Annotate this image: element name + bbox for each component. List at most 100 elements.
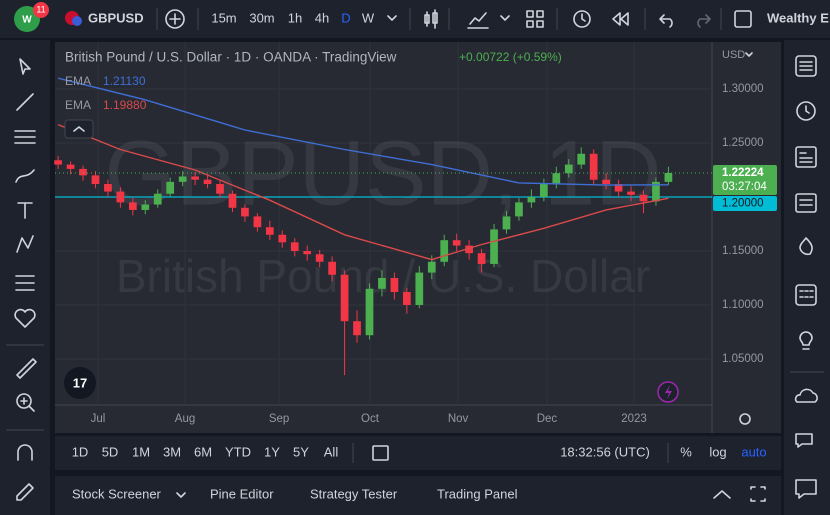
range-button[interactable]: YTD <box>225 444 251 459</box>
alert[interactable] <box>573 10 591 28</box>
chart-pane <box>55 42 781 433</box>
news-flash-bolt <box>665 385 672 399</box>
add-symbol-plus <box>169 13 181 25</box>
interval[interactable]: 30m <box>249 10 274 25</box>
fullscreen-box[interactable] <box>734 10 752 28</box>
interval[interactable]: 1h <box>288 10 302 25</box>
magnet-tool[interactable] <box>17 444 33 461</box>
favorites-tool[interactable] <box>14 308 36 328</box>
replay[interactable] <box>612 12 629 26</box>
ideas[interactable] <box>799 331 813 350</box>
candle-body <box>191 176 199 180</box>
last-price-box <box>713 164 777 195</box>
indicators[interactable] <box>467 12 489 29</box>
clock[interactable]: 18:32:56 (UTC) <box>560 444 650 459</box>
currency-menu[interactable] <box>745 52 753 57</box>
interval[interactable]: D <box>341 10 350 25</box>
currency[interactable]: USD <box>722 49 745 61</box>
y-tick-label: 1.15000 <box>722 245 764 257</box>
chart-title: British Pound / U.S. Dollar · 1D · OANDA… <box>65 50 397 65</box>
brush-tool[interactable] <box>15 169 35 183</box>
y-tick-label: 1.25000 <box>722 137 764 149</box>
interval[interactable]: 4h <box>315 10 329 25</box>
fib-tool[interactable] <box>14 130 36 144</box>
alerts-panel[interactable] <box>796 101 816 121</box>
candle-body <box>465 245 473 254</box>
add-symbol[interactable] <box>165 9 185 29</box>
candle-body <box>153 193 162 205</box>
zoom-tool-plus <box>20 397 35 412</box>
data-window[interactable] <box>795 193 817 213</box>
range-bar <box>55 436 781 470</box>
countdown: 03:27:04 <box>722 181 767 193</box>
collapse-legend[interactable] <box>64 119 94 139</box>
trend-line-tool[interactable] <box>16 93 34 111</box>
candle-body <box>290 242 299 251</box>
range-button[interactable]: 1Y <box>264 444 280 459</box>
watchlist[interactable] <box>795 55 817 77</box>
lock-tool[interactable] <box>16 483 34 501</box>
news[interactable] <box>795 146 817 168</box>
candle-body <box>577 153 586 165</box>
undo[interactable] <box>659 14 673 28</box>
panel-maximize[interactable] <box>750 486 766 502</box>
interval[interactable]: W <box>362 10 375 25</box>
layouts[interactable] <box>526 10 544 28</box>
zoom-tool[interactable] <box>16 393 32 409</box>
prediction-tool[interactable] <box>15 275 35 291</box>
hotlists[interactable] <box>799 237 813 256</box>
calendar[interactable] <box>795 284 817 306</box>
pattern-tool[interactable] <box>16 235 34 253</box>
interval[interactable]: 15m <box>211 10 236 25</box>
panel-tab[interactable]: Trading Panel <box>437 486 518 501</box>
range-button[interactable]: 3M <box>163 444 181 459</box>
x-tick-label: Oct <box>361 413 380 425</box>
range-button[interactable]: 6M <box>194 444 212 459</box>
range-button[interactable]: 1M <box>132 444 150 459</box>
panel-tab[interactable]: Strategy Tester <box>310 486 398 501</box>
range-button[interactable]: 5Y <box>293 444 309 459</box>
measure-tool[interactable] <box>16 358 37 379</box>
redo[interactable] <box>697 14 711 28</box>
range-button[interactable]: 5D <box>102 444 119 459</box>
candle-body <box>216 184 224 194</box>
hline-price-label: 1.20000 <box>722 197 764 209</box>
text-tool[interactable] <box>17 202 33 219</box>
range-button[interactable]: All <box>324 444 339 459</box>
interval-menu[interactable] <box>387 15 397 21</box>
panel-tab[interactable]: Stock Screener <box>72 486 162 501</box>
indicators-menu[interactable] <box>500 15 510 21</box>
range-button[interactable]: 1D <box>72 444 89 459</box>
chats[interactable] <box>795 433 813 448</box>
y-tick-label: 1.30000 <box>722 83 764 95</box>
log-toggle[interactable]: log <box>709 444 726 459</box>
candle-body <box>315 254 324 262</box>
data-window-lines <box>799 199 813 206</box>
panel-tab-menu[interactable] <box>176 492 186 498</box>
streams[interactable] <box>794 388 818 403</box>
candle-body <box>664 172 673 182</box>
bottom-panel <box>55 476 781 515</box>
auto-toggle[interactable]: auto <box>741 444 766 459</box>
panel-expand[interactable] <box>713 490 731 499</box>
watermark-description: British Pound / U.S. Dollar <box>116 250 650 302</box>
account-name[interactable]: Wealthy E <box>767 10 829 25</box>
candle-body <box>539 184 548 197</box>
legend-name: EMA <box>65 74 91 88</box>
symbol[interactable]: GBPUSD <box>88 10 144 25</box>
candle-body <box>79 168 87 176</box>
messages[interactable] <box>795 479 817 499</box>
alert-hand <box>581 13 586 22</box>
go-to-date[interactable] <box>372 445 389 461</box>
candle-body <box>589 153 598 180</box>
axis-settings[interactable] <box>739 413 751 425</box>
plot <box>54 77 712 376</box>
panel-tab[interactable]: Pine Editor <box>210 486 274 501</box>
candle-body <box>278 234 287 243</box>
cursor-tool[interactable] <box>19 58 31 75</box>
chart-type[interactable] <box>424 9 438 29</box>
candle-body <box>614 184 623 192</box>
percent-toggle[interactable]: % <box>680 444 692 459</box>
x-tick-label: Sep <box>269 413 289 425</box>
